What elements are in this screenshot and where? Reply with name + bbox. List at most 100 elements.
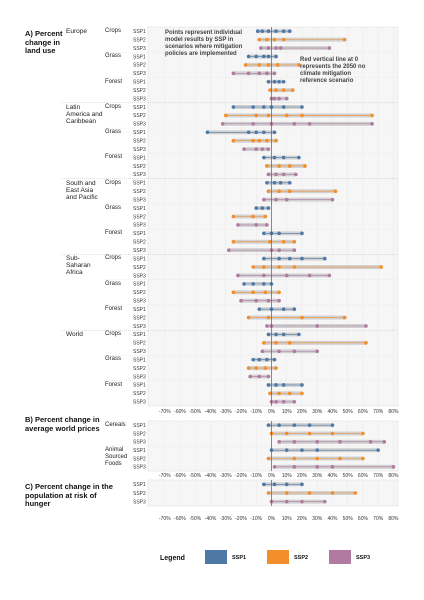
model-point: [262, 231, 266, 236]
subgroup-label: Crops: [105, 179, 122, 186]
model-point: [277, 391, 281, 396]
x-tick-label: 70%: [373, 473, 384, 479]
model-point: [223, 113, 228, 118]
model-point: [284, 499, 289, 504]
model-point: [277, 298, 281, 303]
model-point: [272, 130, 277, 135]
model-point: [307, 431, 312, 436]
model-point: [262, 282, 266, 286]
model-point: [284, 96, 289, 101]
model-point: [292, 248, 297, 252]
model-point: [278, 46, 283, 50]
x-tick-label: -40%: [205, 409, 217, 415]
model-point: [315, 324, 320, 328]
row-label: SSP3: [133, 374, 146, 380]
model-point: [254, 223, 259, 227]
x-tick-label: -50%: [189, 473, 201, 479]
model-point: [239, 298, 243, 303]
model-point: [300, 315, 304, 320]
x-tick-label: -70%: [159, 409, 171, 415]
model-point: [297, 155, 301, 160]
model-point: [307, 423, 312, 427]
row-label: SSP1: [133, 482, 146, 488]
subgroup-label: Forest: [105, 154, 123, 161]
x-tick-label: -60%: [174, 516, 186, 522]
model-point: [330, 465, 335, 469]
model-point: [338, 456, 342, 461]
model-point: [277, 164, 281, 168]
model-point: [281, 79, 286, 84]
legend-swatch: [267, 550, 289, 564]
model-point: [205, 130, 210, 135]
row-label: SSP2: [133, 240, 146, 246]
x-tick-label: -50%: [189, 409, 201, 415]
row-label: SSP1: [133, 282, 146, 288]
model-point: [300, 383, 304, 387]
model-point: [342, 315, 347, 320]
model-point: [266, 79, 271, 84]
model-point: [292, 465, 297, 469]
row-label: SSP1: [133, 332, 146, 338]
legend-swatch: [329, 550, 351, 564]
model-point: [266, 54, 271, 59]
model-point: [243, 63, 248, 67]
model-point: [281, 105, 286, 109]
model-point: [287, 164, 292, 168]
row-label: SSP2: [133, 431, 146, 437]
model-point: [277, 265, 281, 269]
model-point: [254, 113, 259, 118]
model-point: [246, 315, 251, 320]
model-point: [257, 374, 262, 379]
model-point: [292, 239, 297, 244]
model-point: [323, 256, 327, 261]
model-point: [307, 491, 312, 495]
model-point: [277, 349, 281, 354]
model-point: [257, 357, 262, 362]
model-point: [281, 88, 286, 92]
model-point: [278, 181, 283, 185]
x-tick-label: 20%: [297, 473, 308, 479]
x-tick-label: 20%: [297, 409, 308, 415]
x-tick-label: 80%: [388, 409, 399, 415]
subgroup-label: Crops: [105, 103, 122, 110]
model-point: [251, 357, 255, 362]
model-point: [274, 172, 278, 177]
model-point: [262, 54, 266, 59]
model-point: [274, 88, 278, 92]
subgroup-label: Cereals: [105, 422, 126, 428]
model-point: [260, 206, 265, 210]
subgroup-label: Forest: [105, 381, 123, 388]
model-point: [300, 105, 304, 109]
x-tick-label: 40%: [327, 473, 338, 479]
model-point: [272, 155, 277, 160]
model-point: [333, 189, 338, 194]
model-point: [300, 231, 304, 236]
x-tick-label: 30%: [312, 409, 323, 415]
group-label: Latin America and Caribbean: [66, 103, 103, 125]
model-point: [262, 482, 266, 487]
model-point: [281, 172, 286, 177]
model-point: [272, 71, 277, 76]
model-point: [266, 29, 271, 34]
model-point: [284, 113, 289, 118]
model-point: [254, 206, 259, 210]
subgroup-label: Grass: [105, 53, 122, 60]
x-tick-label: 10%: [282, 473, 293, 479]
x-tick-label: 50%: [343, 516, 354, 522]
model-point: [236, 223, 240, 227]
model-point: [277, 440, 281, 444]
row-label: SSP2: [133, 366, 146, 372]
subgroup-label: Animal Sourced Foods: [105, 447, 128, 467]
model-point: [272, 482, 277, 487]
row-label: SSP3: [133, 46, 146, 52]
row-label: SSP3: [133, 71, 146, 77]
model-point: [262, 155, 266, 160]
model-point: [272, 465, 277, 469]
model-point: [246, 366, 251, 370]
row-label: SSP2: [133, 37, 146, 43]
model-point: [284, 273, 289, 278]
model-point: [231, 290, 236, 295]
model-point: [254, 298, 259, 303]
